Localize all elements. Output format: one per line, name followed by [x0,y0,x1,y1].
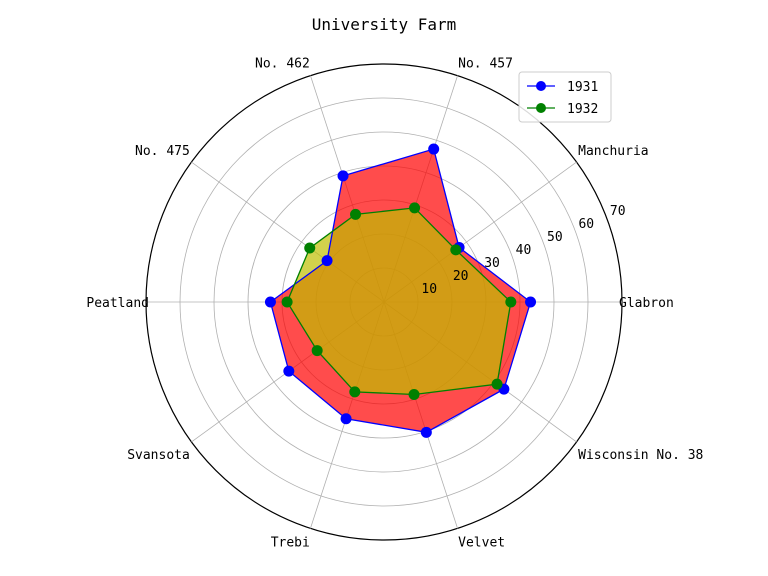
point-1931-velvet [420,426,432,438]
radial-tick-50: 50 [547,230,563,245]
point-1932-no-475 [304,242,316,254]
series-layer [264,143,537,438]
point-1932-peatland [281,296,293,308]
point-1932-velvet [408,388,420,400]
radial-tick-30: 30 [484,256,500,271]
radial-tick-20: 20 [453,269,469,284]
legend-marker-1932 [536,103,546,113]
labels: 10 20 30 40 50 60 70 Glabron Manchuria No. 457 No.… [86,57,703,551]
point-1932-no-462 [350,208,362,220]
category-label-trebi: Trebi [271,535,310,550]
legend-label-1931: 1931 [567,80,598,95]
category-label-glabron: Glabron [619,296,674,311]
legend: 1931 1932 [518,71,612,123]
point-1931-glabron [525,296,537,308]
category-label-no-475: No. 475 [135,144,190,159]
radial-tick-10: 10 [421,282,437,297]
point-1932-wisconsin-no-38 [491,378,503,390]
point-1932-glabron [505,296,517,308]
legend-marker-1931 [536,81,546,91]
radial-tick-70: 70 [610,204,626,219]
point-1932-manchuria [450,244,462,256]
category-label-velvet: Velvet [458,535,505,550]
point-1932-svansota [311,345,323,357]
point-1931-trebi [340,413,352,425]
point-1931-no-462 [337,170,349,182]
radial-tick-40: 40 [516,243,532,258]
point-1931-svansota [283,365,295,377]
chart-title: University Farm [312,15,457,34]
radial-tick-60: 60 [578,217,594,232]
point-1932-no-457 [409,202,421,214]
point-1931-no-475 [321,255,333,267]
category-label-no-462: No. 462 [255,57,310,72]
point-1931-peatland [264,296,276,308]
point-1932-trebi [349,386,361,398]
category-label-manchuria: Manchuria [578,144,648,159]
category-label-svansota: Svansota [127,448,190,463]
category-label-no-457: No. 457 [458,57,513,72]
point-1931-no-457 [428,143,440,155]
legend-label-1932: 1932 [567,102,598,117]
category-label-peatland: Peatland [86,296,149,311]
category-label-wisconsin-no-38: Wisconsin No. 38 [578,448,703,463]
